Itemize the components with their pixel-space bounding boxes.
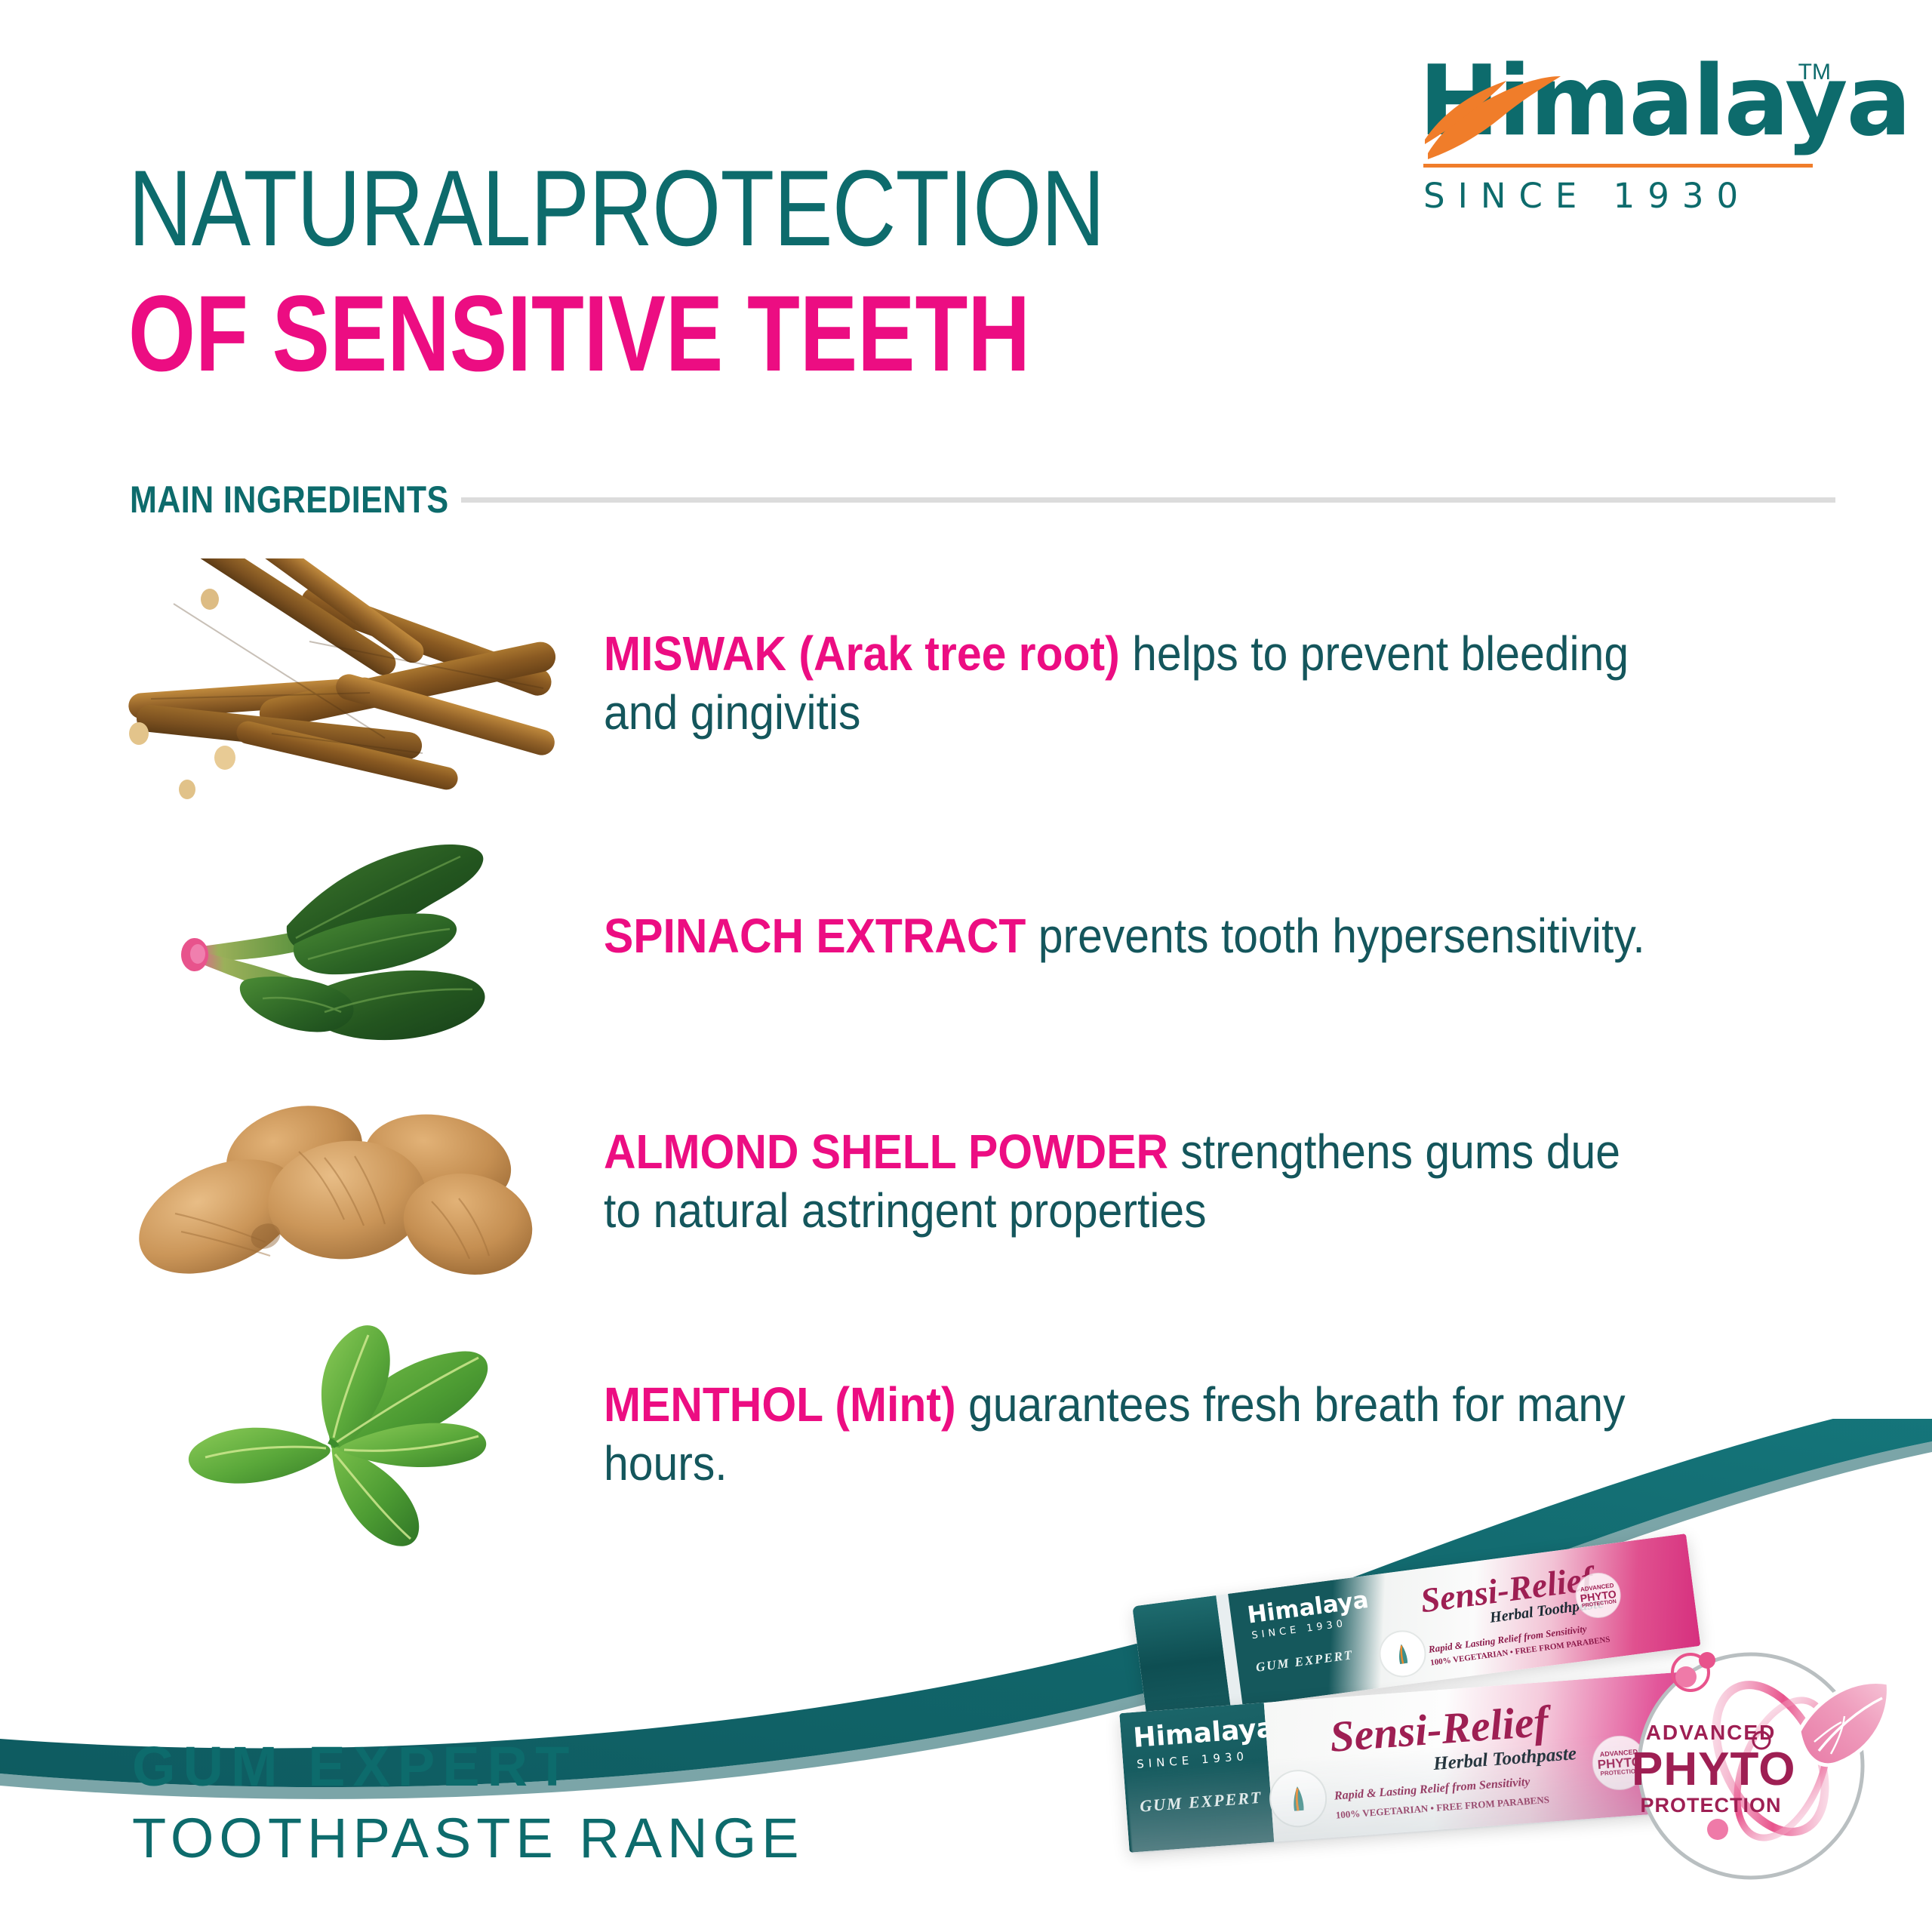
ingredient-name-miswak: MISWAK (Arak tree root)	[604, 626, 1120, 681]
spinach-illustration	[181, 844, 485, 1041]
ingredient-name-almond: ALMOND SHELL POWDER	[604, 1124, 1168, 1179]
ingredient-text-miswak: MISWAK (Arak tree root) helps to prevent…	[604, 624, 1659, 742]
spinach-leaves-photo	[106, 811, 589, 1060]
ingredient-text-spinach: SPINACH EXTRACT prevents tooth hypersens…	[604, 906, 1659, 965]
tube-gum-expert: GUM EXPERT	[1254, 1647, 1355, 1675]
product-packshot: Himalaya SINCE 1930 GUM EXPERT Sensi-Rel…	[1117, 1534, 1932, 1932]
logo-mark: Himalaya TM SINCE 1930	[1419, 54, 1912, 217]
himalaya-logo: Himalaya TM SINCE 1930	[1419, 54, 1912, 223]
range-title: GUM EXPERT	[132, 1735, 577, 1798]
ingredient-desc-spinach: prevents tooth hypersensitivity.	[1026, 908, 1645, 963]
headline-line-2: OF SENSITIVE TEETH	[128, 274, 1030, 394]
header-divider	[461, 497, 1835, 503]
logo-divider	[1423, 164, 1813, 168]
tube-cap	[1132, 1595, 1231, 1719]
toothpaste-box: Himalaya SINCE 1930 GUM EXPERT Sensi-Rel…	[1119, 1669, 1732, 1853]
ingredient-row-almond: ALMOND SHELL POWDER strengthens gums due…	[106, 1057, 1751, 1306]
ingredient-desc-miswak: helps to prevent bleeding and gingivitis	[604, 626, 1629, 740]
range-subtitle: TOOTHPASTE RANGE	[132, 1806, 804, 1869]
almonds-illustration	[139, 1106, 533, 1275]
box-logo: Himalaya	[1132, 1712, 1276, 1754]
ingredient-text-almond: ALMOND SHELL POWDER strengthens gums due…	[604, 1122, 1659, 1240]
ingredient-row-menthol: MENTHOL (Mint) guarantees fresh breath f…	[106, 1309, 1751, 1558]
almonds-photo	[106, 1057, 589, 1306]
range-branding: GUM EXPERT TOOTHPASTE RANGE	[132, 1735, 804, 1870]
phyto-emblem-graphic	[1637, 1652, 1890, 1880]
headline-line-1: NATURALPROTECTION	[128, 149, 1105, 269]
miswak-sticks-photo	[106, 506, 589, 808]
ingredient-name-menthol: MENTHOL (Mint)	[604, 1377, 956, 1432]
tube-wellness-seal	[1376, 1627, 1429, 1681]
box-wellness-seal	[1267, 1767, 1329, 1829]
tube-body: Himalaya SINCE 1930 GUM EXPERT Sensi-Rel…	[1228, 1534, 1701, 1706]
ingredient-name-spinach: SPINACH EXTRACT	[604, 908, 1026, 963]
phyto-main: PHYTO	[1632, 1743, 1796, 1795]
advanced-phyto-protection-badge: ADVANCED PHYTO PROTECTION	[1592, 1607, 1909, 1924]
miswak-illustration	[128, 506, 556, 799]
teal-curve-divider	[0, 1419, 1932, 1799]
ingredient-desc-menthol: guarantees fresh breath for many hours.	[604, 1377, 1626, 1491]
mint-leaves-photo	[106, 1309, 589, 1558]
box-wellness-leaf-icon	[1294, 1786, 1304, 1811]
phyto-protection: PROTECTION	[1640, 1794, 1782, 1817]
mint-illustration	[188, 1325, 488, 1546]
box-right-panel: Sensi-Relief Herbal Toothpaste Rapid & L…	[1263, 1669, 1732, 1842]
phyto-badge-text: ADVANCED PHYTO PROTECTION	[1632, 1721, 1796, 1817]
toothpaste-tube: Himalaya SINCE 1930 GUM EXPERT Sensi-Rel…	[1132, 1534, 1701, 1719]
wellness-leaf-icon	[1399, 1644, 1408, 1664]
logo-tagline: SINCE 1930	[1423, 176, 1752, 216]
ingredient-row-spinach: SPINACH EXTRACT prevents tooth hypersens…	[106, 811, 1751, 1060]
ingredient-text-menthol: MENTHOL (Mint) guarantees fresh breath f…	[604, 1375, 1659, 1493]
logo-tm-symbol: TM	[1798, 60, 1831, 85]
main-ingredients-label: MAIN INGREDIENTS	[130, 478, 449, 521]
page-title: NATURALPROTECTION OF SENSITIVE TEETH	[128, 155, 1411, 392]
main-ingredients-header: MAIN INGREDIENTS	[130, 477, 1835, 522]
ingredient-desc-almond: strengthens gums due to natural astringe…	[604, 1124, 1620, 1238]
logo-wordmark: Himalaya	[1419, 45, 1912, 158]
ingredient-row-miswak: MISWAK (Arak tree root) helps to prevent…	[106, 506, 1751, 808]
phyto-advanced: ADVANCED	[1645, 1721, 1777, 1744]
